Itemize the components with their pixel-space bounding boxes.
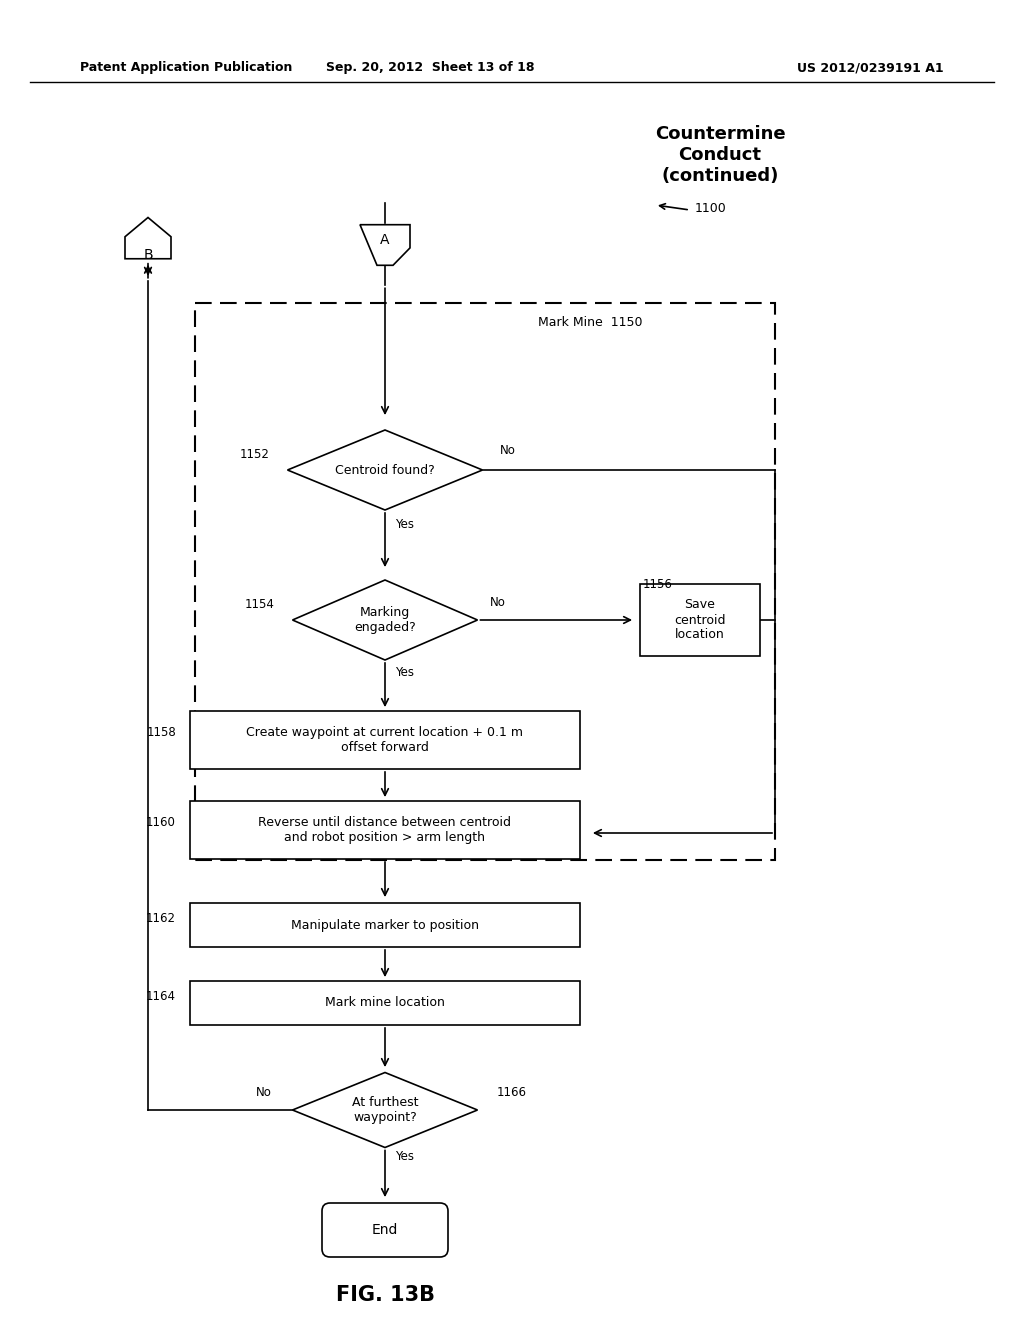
Text: Sep. 20, 2012  Sheet 13 of 18: Sep. 20, 2012 Sheet 13 of 18 [326, 62, 535, 74]
Polygon shape [293, 1072, 477, 1147]
Text: 1160: 1160 [146, 817, 176, 829]
Text: No: No [490, 597, 506, 610]
Text: 1154: 1154 [245, 598, 275, 611]
Text: No: No [256, 1086, 272, 1100]
Text: 1100: 1100 [695, 202, 727, 214]
Text: Centroid found?: Centroid found? [335, 463, 435, 477]
Polygon shape [293, 579, 477, 660]
Text: Reverse until distance between centroid
and robot position > arm length: Reverse until distance between centroid … [258, 816, 512, 843]
FancyBboxPatch shape [322, 1203, 449, 1257]
Text: Patent Application Publication: Patent Application Publication [80, 62, 293, 74]
Text: At furthest
waypoint?: At furthest waypoint? [352, 1096, 418, 1125]
Bar [190, 903, 580, 946]
Text: 1164: 1164 [146, 990, 176, 1002]
Text: Manipulate marker to position: Manipulate marker to position [291, 919, 479, 932]
Text: A: A [380, 234, 390, 247]
Text: 1158: 1158 [146, 726, 176, 739]
Text: Yes: Yes [395, 1151, 414, 1163]
Polygon shape [288, 430, 482, 510]
Text: 1166: 1166 [497, 1086, 527, 1100]
Bar [190, 711, 580, 770]
Text: Mark Mine  1150: Mark Mine 1150 [538, 315, 642, 329]
Text: Yes: Yes [395, 665, 414, 678]
Polygon shape [360, 224, 410, 265]
Text: Create waypoint at current location + 0.1 m
offset forward: Create waypoint at current location + 0.… [247, 726, 523, 754]
Text: Countermine
Conduct
(continued): Countermine Conduct (continued) [654, 125, 785, 185]
Text: B: B [143, 248, 153, 261]
Text: 1162: 1162 [146, 912, 176, 924]
Bar [190, 801, 580, 859]
Text: End: End [372, 1224, 398, 1237]
Text: FIG. 13B: FIG. 13B [336, 1284, 434, 1305]
Text: No: No [500, 444, 516, 457]
Text: Yes: Yes [395, 519, 414, 532]
Bar [190, 981, 580, 1026]
Text: Marking
engaded?: Marking engaded? [354, 606, 416, 634]
Polygon shape [125, 218, 171, 259]
Text: 1156: 1156 [643, 578, 673, 591]
Text: US 2012/0239191 A1: US 2012/0239191 A1 [797, 62, 943, 74]
Text: Mark mine location: Mark mine location [325, 997, 445, 1010]
Text: 1152: 1152 [240, 449, 270, 462]
Text: Save
centroid
location: Save centroid location [674, 598, 726, 642]
Bar [640, 583, 760, 656]
Bar [195, 304, 775, 861]
